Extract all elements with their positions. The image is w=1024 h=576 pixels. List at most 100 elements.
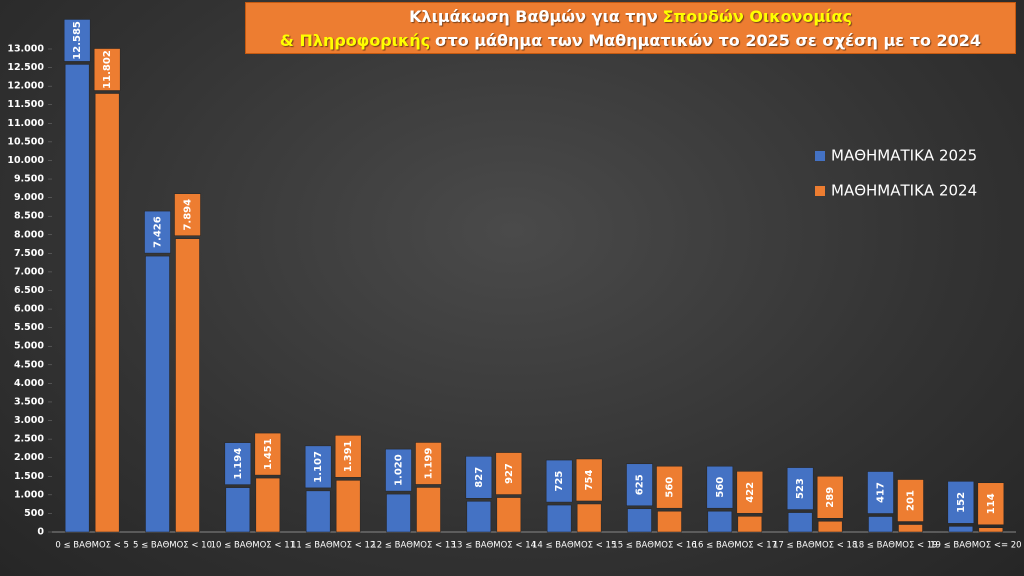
x-tick-label: 18 ≤ ΒΑΘΜΟΣ < 19	[853, 541, 937, 551]
data-label-box	[656, 465, 683, 509]
data-label-box	[626, 463, 653, 507]
y-tick-label: 3.500	[14, 396, 44, 407]
data-label: 11.802	[102, 50, 113, 89]
x-tick-label: 11 ≤ ΒΑΘΜΟΣ < 12	[291, 541, 375, 551]
y-tick-label: 2.500	[14, 434, 44, 445]
title-segment: Κλιμάκωση Βαθμών για την	[409, 7, 658, 26]
data-label-box	[93, 48, 121, 91]
data-label: 417	[876, 482, 887, 503]
data-label: 725	[554, 471, 565, 492]
legend-label: ΜΑΘΗΜΑΤΙΚΑ 2024	[831, 182, 977, 200]
data-label: 201	[906, 490, 917, 511]
data-label: 114	[986, 493, 997, 514]
data-label-box	[385, 448, 412, 492]
y-tick-label: 1.000	[14, 489, 44, 500]
x-tick-label: 14 ≤ ΒΑΘΜΟΣ < 15	[532, 541, 616, 551]
data-label: 7.426	[153, 216, 164, 248]
x-tick-label: 5 ≤ ΒΑΘΜΟΣ < 10	[133, 541, 212, 551]
title-segment: Σπουδών Οικονομίας	[662, 7, 852, 26]
bar	[627, 508, 652, 533]
title-segment: & Πληροφορικής	[279, 31, 431, 50]
data-label-box	[465, 456, 493, 499]
title-segment: στο μάθημα των Μαθηματικών το 2025 σε σχ…	[435, 31, 982, 50]
bar	[707, 510, 733, 533]
data-label-box	[415, 442, 442, 485]
data-label: 523	[795, 478, 806, 499]
y-tick-label: 8.000	[14, 229, 44, 240]
data-label: 422	[745, 482, 756, 503]
data-label: 289	[825, 487, 836, 508]
x-tick-label: 0 ≤ ΒΑΘΜΟΣ < 5	[55, 541, 129, 551]
data-label: 1.451	[263, 438, 274, 470]
y-tick-label: 10.500	[7, 136, 44, 147]
data-label: 152	[956, 492, 967, 513]
y-tick-label: 13.000	[7, 44, 44, 55]
data-label: 12.585	[72, 21, 83, 60]
data-label: 1.020	[394, 454, 405, 486]
y-tick-label: 6.500	[14, 285, 44, 296]
data-label-box	[706, 465, 734, 509]
data-label: 1.199	[424, 448, 435, 480]
y-tick-label: 12.500	[7, 62, 44, 73]
bar	[255, 477, 281, 533]
y-tick-label: 4.500	[14, 359, 44, 370]
x-tick-label: 10 ≤ ΒΑΘΜΟΣ < 11	[211, 541, 295, 551]
x-tick-label: 16 ≤ ΒΑΘΜΟΣ < 17	[693, 541, 777, 551]
data-label: 625	[635, 474, 646, 495]
data-label-box	[495, 452, 523, 495]
bar	[868, 516, 893, 533]
data-label-box	[63, 19, 91, 62]
data-label: 1.107	[313, 451, 324, 483]
bar	[386, 493, 411, 533]
x-tick-label: 19 ≤ ΒΑΘΜΟΣ <= 20	[930, 541, 1022, 551]
data-label-box	[977, 482, 1005, 526]
data-label-box	[947, 481, 975, 524]
y-tick-label: 10.000	[7, 155, 44, 166]
x-tick-label: 12 ≤ ΒΑΘΜΟΣ < 13	[371, 541, 455, 551]
bar	[225, 487, 251, 533]
bar	[416, 487, 441, 533]
data-label: 927	[504, 463, 515, 484]
bar	[817, 521, 843, 533]
y-tick-label: 7.500	[14, 248, 44, 259]
data-label-box	[304, 445, 332, 489]
data-label-box	[897, 479, 924, 522]
bar	[466, 501, 492, 533]
data-label-box	[334, 435, 362, 478]
y-tick-label: 5.000	[14, 341, 44, 352]
data-label-box	[736, 471, 764, 514]
data-label-box	[144, 210, 171, 254]
y-tick-label: 0	[37, 527, 44, 538]
data-label-box	[786, 467, 814, 510]
title-line: & Πληροφορικής στο μάθημα των Μαθηματικών…	[246, 29, 1015, 53]
data-label: 754	[584, 470, 595, 491]
legend-swatch	[815, 151, 825, 161]
data-label-box	[224, 442, 252, 485]
data-label: 7.894	[183, 199, 194, 231]
y-tick-label: 9.000	[14, 192, 44, 203]
x-tick-label: 13 ≤ ΒΑΘΜΟΣ < 14	[452, 541, 536, 551]
data-label: 827	[474, 467, 485, 488]
bar	[898, 524, 923, 533]
bar	[175, 238, 200, 533]
y-tick-label: 1.500	[14, 471, 44, 482]
y-tick-label: 7.000	[14, 266, 44, 277]
y-tick-label: 3.000	[14, 415, 44, 426]
bar	[657, 510, 682, 533]
data-label-box	[816, 476, 844, 519]
bar	[94, 93, 120, 533]
bar	[305, 490, 331, 533]
data-label: 560	[715, 477, 726, 498]
data-label: 1.194	[233, 448, 244, 480]
bar	[335, 480, 361, 533]
data-label-box	[545, 459, 573, 503]
chart-title: Κλιμάκωση Βαθμών για την Σπουδών Οικονομί…	[245, 2, 1016, 54]
data-label-box	[254, 432, 282, 476]
legend-swatch	[815, 186, 825, 196]
data-label-box	[174, 193, 201, 236]
y-tick-label: 500	[24, 508, 44, 519]
bar	[787, 512, 813, 533]
y-tick-label: 8.500	[14, 211, 44, 222]
